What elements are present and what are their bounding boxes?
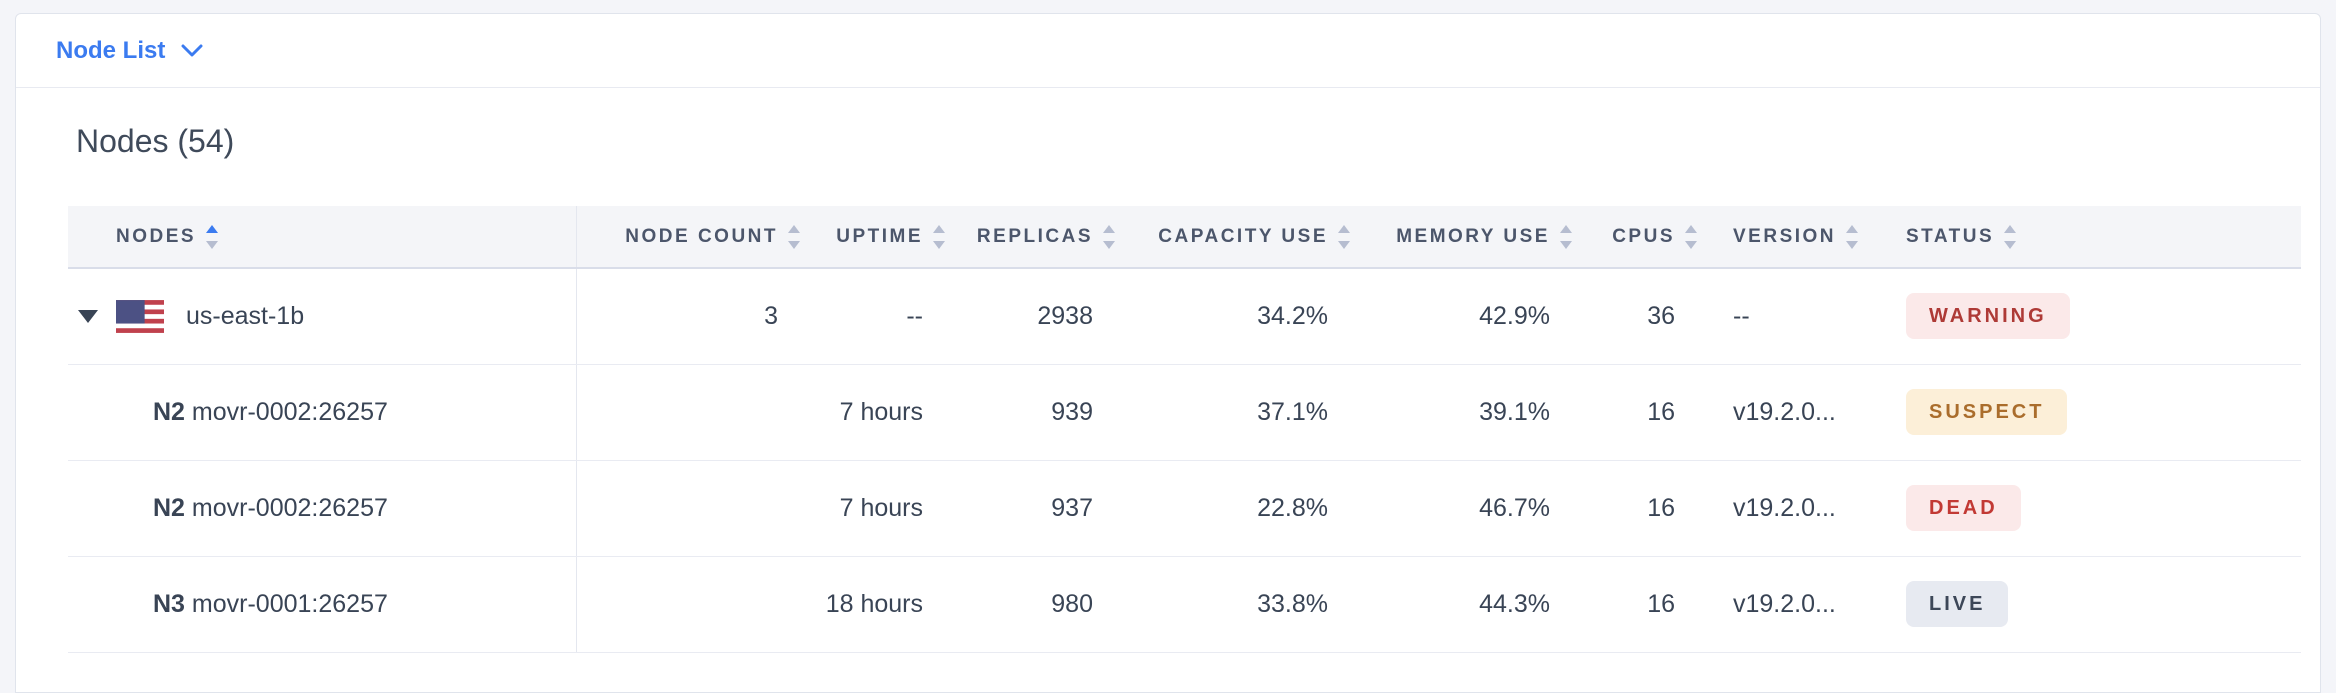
memory-use-value: 39.1% [1366,364,1588,461]
capacity-use-value: 34.2% [1131,268,1366,365]
node-count-value [576,364,816,461]
table-row-node[interactable]: N3 movr-0001:26257 18 hours 980 33.8% 44… [68,556,2301,653]
node-count-value [576,460,816,557]
sort-icon [1685,224,1697,249]
collapse-caret-icon[interactable] [78,309,98,323]
replicas-value: 2938 [961,268,1131,365]
sort-icon [1338,224,1350,249]
node-list-dropdown[interactable]: Node List [56,37,203,65]
node-address[interactable]: movr-0002:26257 [191,397,388,426]
version-value: v19.2.0... [1713,556,1886,653]
capacity-use-value: 37.1% [1131,364,1366,461]
status-badge: LIVE [1906,581,2009,627]
node-count-value [576,556,816,653]
uptime-value: 7 hours [816,364,961,461]
column-header-version[interactable]: VERSION [1713,206,1886,269]
sort-icon [1846,224,1859,249]
cpus-value: 16 [1588,460,1713,557]
table-row-node[interactable]: N2 movr-0002:26257 7 hours 937 22.8% 46.… [68,460,2301,557]
sort-icon [933,224,945,249]
version-value: v19.2.0... [1713,364,1886,461]
node-id-link[interactable]: N2 [153,493,185,522]
column-header-status[interactable]: STATUS [1886,206,2301,269]
sort-icon-active-asc [206,224,219,249]
cpus-value: 16 [1588,364,1713,461]
column-header-capacity-use[interactable]: CAPACITY USE [1131,206,1366,269]
column-header-memory-use[interactable]: MEMORY USE [1366,206,1588,269]
sort-icon [1560,224,1572,249]
node-list-dropdown-label: Node List [56,36,166,64]
view-selector-bar: Node List [16,14,2320,88]
uptime-value: 18 hours [816,556,961,653]
chevron-down-icon [181,44,203,57]
column-header-node-count[interactable]: NODE COUNT [576,206,816,269]
replicas-value: 939 [961,364,1131,461]
version-value: v19.2.0... [1713,460,1886,557]
nodes-table: NODES NODE COUNT [68,206,2301,653]
uptime-value: -- [816,268,961,365]
sort-icon [788,224,800,249]
column-header-nodes[interactable]: NODES [68,206,577,269]
sort-icon [2004,224,2017,249]
node-id-link[interactable]: N3 [153,589,185,618]
status-badge: DEAD [1906,485,2021,531]
column-header-cpus[interactable]: CPUS [1588,206,1713,269]
page-title: Nodes (54) [76,123,235,159]
node-address[interactable]: movr-0001:26257 [191,589,388,618]
version-value: -- [1713,268,1886,365]
node-list-card: Node List Nodes (54) NODES [15,13,2321,693]
table-header-row: NODES NODE COUNT [68,206,2301,269]
uptime-value: 7 hours [816,460,961,557]
status-badge: SUSPECT [1906,389,2068,435]
capacity-use-value: 22.8% [1131,460,1366,557]
cpus-value: 16 [1588,556,1713,653]
capacity-use-value: 33.8% [1131,556,1366,653]
replicas-value: 980 [961,556,1131,653]
memory-use-value: 42.9% [1366,268,1588,365]
node-id-link[interactable]: N2 [153,397,185,426]
column-header-replicas[interactable]: REPLICAS [961,206,1131,269]
replicas-value: 937 [961,460,1131,557]
table-row-region-group[interactable]: us-east-1b 3 -- 2938 34.2% 42.9% 36 -- W… [68,268,2301,365]
region-name[interactable]: us-east-1b [186,301,305,330]
node-address[interactable]: movr-0002:26257 [191,493,388,522]
table-row-node[interactable]: N2 movr-0002:26257 7 hours 939 37.1% 39.… [68,364,2301,461]
memory-use-value: 44.3% [1366,556,1588,653]
status-badge: WARNING [1906,293,2070,340]
column-header-uptime[interactable]: UPTIME [816,206,961,269]
node-count-value: 3 [576,268,816,365]
memory-use-value: 46.7% [1366,460,1588,557]
cpus-value: 36 [1588,268,1713,365]
sort-icon [1103,224,1115,249]
us-flag-icon [116,299,164,333]
